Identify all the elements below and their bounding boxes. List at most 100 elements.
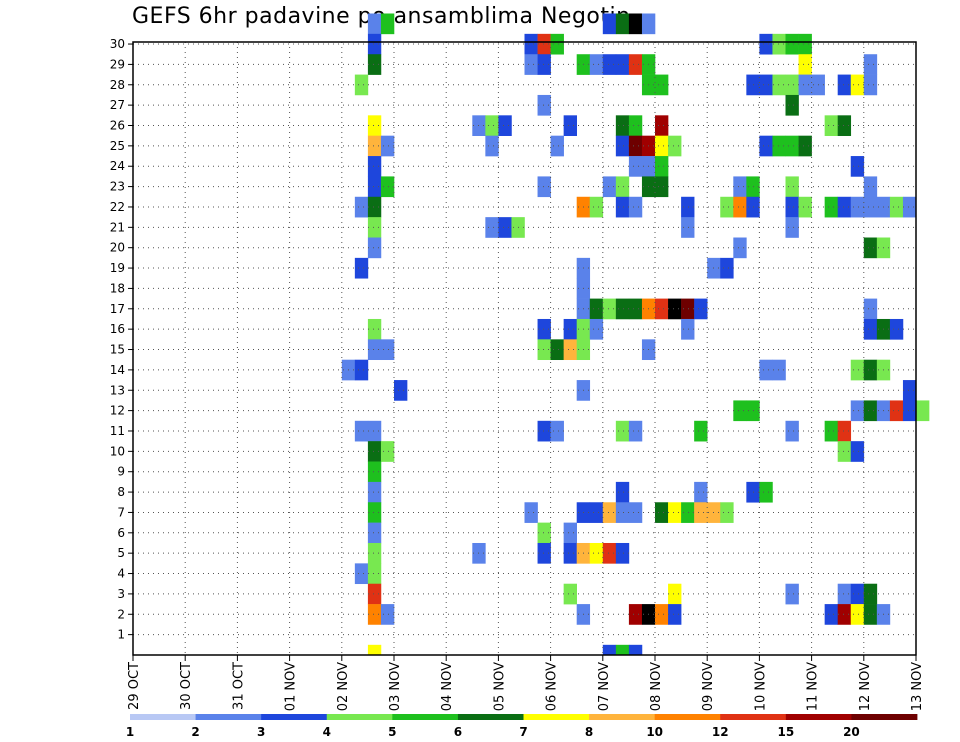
heatmap-cell	[615, 420, 630, 442]
heatmap-cell	[537, 542, 551, 564]
heatmap-cell	[837, 583, 852, 605]
heatmap-cell	[615, 176, 630, 198]
colorbar-label: 5	[388, 725, 396, 739]
colorbar-swatch	[851, 714, 918, 720]
y-tick-label: 5	[117, 546, 125, 560]
heatmap-cell	[916, 400, 930, 422]
heatmap-cell	[524, 33, 538, 55]
heatmap-cell	[759, 359, 773, 381]
heatmap-cell	[863, 196, 878, 218]
heatmap-cell	[863, 74, 878, 96]
colorbar-label: 2	[191, 725, 199, 739]
heatmap-cell	[615, 542, 630, 564]
heatmap-cell	[681, 318, 695, 340]
heatmap-cell	[655, 176, 669, 198]
y-tick-label: 19	[110, 261, 125, 275]
heatmap-cell	[354, 74, 369, 96]
x-tick-label: 03 NOV	[388, 662, 403, 711]
heatmap-cell	[798, 196, 812, 218]
heatmap-cell	[367, 115, 382, 136]
heatmap-cell	[837, 604, 852, 625]
heatmap-cell	[668, 298, 682, 320]
heatmap-cell	[850, 604, 865, 625]
heatmap-cell	[668, 604, 682, 625]
heatmap-cell	[537, 33, 551, 55]
heatmap-cell	[563, 115, 577, 136]
heatmap-cell	[485, 217, 499, 238]
heatmap-cell	[785, 135, 799, 157]
heatmap-cell	[850, 400, 865, 422]
heatmap-cell	[563, 583, 577, 605]
heatmap-cell	[772, 74, 786, 96]
x-tick-label: 29 OCT	[127, 662, 142, 710]
heatmap-cell	[837, 420, 852, 442]
x-tick-label: 31 OCT	[231, 662, 246, 710]
heatmap-cell	[367, 237, 382, 259]
colorbar: 1 2 3 4 5 6 7 8 10 12 15 20	[126, 714, 918, 739]
heatmap-cell	[367, 135, 382, 157]
heatmap-cell	[772, 135, 786, 157]
colorbar-label: 7	[519, 725, 527, 739]
heatmap-cell	[733, 237, 747, 259]
heatmap-cell	[354, 196, 369, 218]
heatmap-cell	[628, 502, 643, 523]
heatmap-cell	[380, 339, 395, 361]
heatmap-cell	[589, 54, 604, 75]
y-tick-label: 18	[110, 281, 125, 295]
heatmap-cell	[681, 196, 695, 218]
heatmap-cell	[733, 176, 747, 198]
heatmap-cell	[837, 196, 852, 218]
heatmap-cell	[772, 359, 786, 381]
heatmap-cell	[850, 441, 865, 462]
heatmap-cell	[367, 176, 382, 198]
y-tick-label: 24	[110, 159, 125, 173]
x-tick-label: 07 NOV	[597, 662, 612, 711]
heatmap-cell	[602, 54, 617, 75]
heatmap-cell	[655, 156, 669, 177]
colorbar-label: 3	[257, 725, 265, 739]
heatmap-cell	[759, 74, 773, 96]
heatmap-cell	[628, 54, 643, 75]
heatmap-cell	[850, 156, 865, 177]
heatmap-cell	[367, 583, 382, 605]
heatmap-cell	[628, 135, 643, 157]
heatmap-cell	[785, 583, 799, 605]
heatmap-cell	[863, 583, 878, 605]
heatmap-cell	[537, 420, 551, 442]
heatmap-cell	[759, 481, 773, 503]
heatmap-cell	[367, 54, 382, 75]
heatmap-cell	[589, 298, 604, 320]
heatmap-cell	[655, 298, 669, 320]
heatmap-cell	[615, 13, 630, 35]
heatmap-cell	[889, 196, 904, 218]
heatmap-cell	[485, 135, 499, 157]
heatmap-cell	[367, 522, 382, 544]
colorbar-label: 20	[843, 725, 860, 739]
heatmap-cell	[367, 217, 382, 238]
y-tick-label: 15	[110, 343, 125, 357]
x-tick-label: 08 NOV	[649, 662, 664, 711]
heatmap-cell	[485, 115, 499, 136]
heatmap-cell	[380, 135, 395, 157]
heatmap-cell	[615, 135, 630, 157]
colorbar-swatch	[654, 714, 721, 720]
heatmap-cell	[602, 542, 617, 564]
colorbar-label: 6	[454, 725, 462, 739]
heatmap-cell	[733, 196, 747, 218]
heatmap-cell	[668, 502, 682, 523]
y-tick-label: 27	[110, 98, 125, 112]
heatmap-cell	[354, 257, 369, 279]
y-tick-label: 8	[117, 485, 125, 499]
y-tick-label: 22	[110, 200, 125, 214]
y-tick-label: 12	[110, 404, 125, 418]
x-tick-label: 09 NOV	[701, 662, 716, 711]
heatmap-cell	[850, 583, 865, 605]
heatmap-cell	[602, 502, 617, 523]
heatmap-cell	[759, 135, 773, 157]
heatmap-cell	[367, 604, 382, 625]
heatmap-cell	[694, 481, 708, 503]
heatmap-cell	[550, 33, 564, 55]
heatmap-cell	[863, 400, 878, 422]
heatmap-cell	[367, 502, 382, 523]
y-tick-label: 4	[117, 567, 125, 581]
